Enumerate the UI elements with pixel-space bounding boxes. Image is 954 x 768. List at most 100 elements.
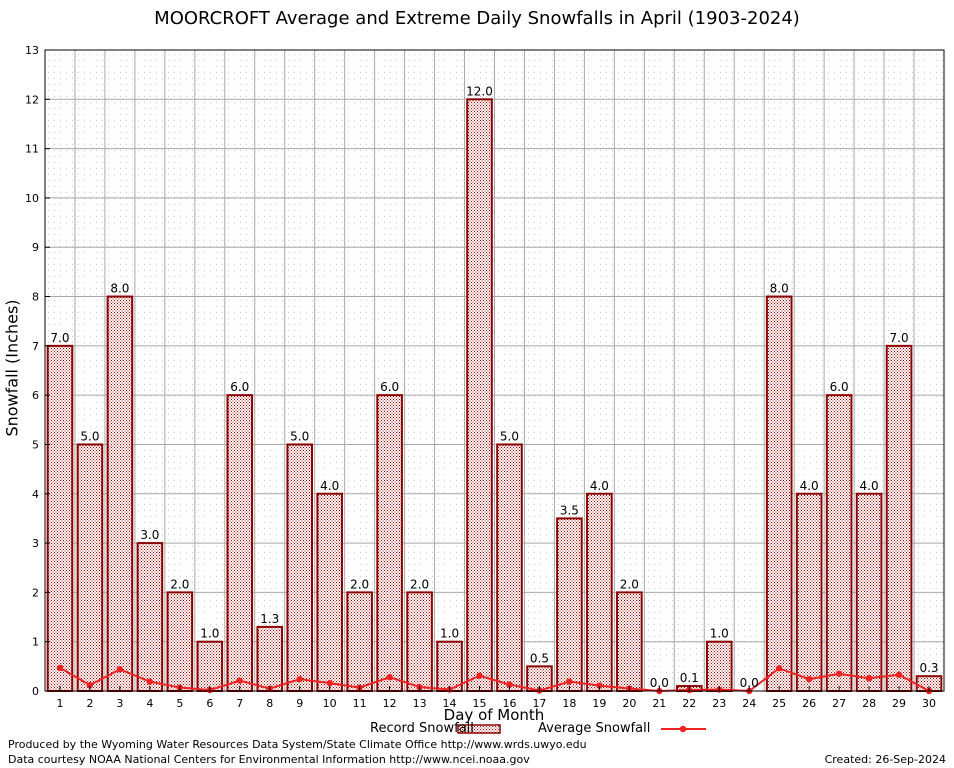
x-tick-label: 30 xyxy=(922,697,936,710)
record-bar xyxy=(76,443,104,693)
x-tick-label: 18 xyxy=(562,697,576,710)
record-bar xyxy=(376,394,403,692)
y-tick-label: 6 xyxy=(32,389,39,402)
record-bar xyxy=(106,295,134,692)
bar-value-label: 7.0 xyxy=(50,331,69,345)
x-tick-label: 1 xyxy=(56,697,63,710)
average-point xyxy=(146,678,154,685)
average-point xyxy=(86,681,94,689)
x-tick-label: 4 xyxy=(146,697,153,710)
record-bar xyxy=(586,492,613,692)
y-tick-label: 8 xyxy=(32,291,39,304)
footer-producer: Produced by the Wyoming Water Resources … xyxy=(8,738,587,751)
record-bar xyxy=(226,394,254,692)
average-point xyxy=(56,664,64,672)
y-tick-label: 5 xyxy=(32,438,39,451)
bar-value-label: 8.0 xyxy=(110,282,129,296)
x-tick-label: 21 xyxy=(652,697,666,710)
average-point xyxy=(236,677,243,684)
average-point xyxy=(895,671,903,678)
x-tick-label: 16 xyxy=(502,697,516,710)
record-bar xyxy=(406,591,433,693)
bar-value-label: 2.0 xyxy=(170,577,189,591)
record-bar xyxy=(166,591,194,693)
bar-value-label: 3.5 xyxy=(560,503,579,517)
bar-value-label: 4.0 xyxy=(860,479,879,493)
average-point xyxy=(835,670,843,677)
x-tick-label: 27 xyxy=(832,697,846,710)
bar-value-label: 5.0 xyxy=(290,429,309,443)
x-tick-label: 10 xyxy=(323,697,337,710)
x-tick-label: 2 xyxy=(86,697,93,710)
record-bar xyxy=(705,640,733,693)
record-bar xyxy=(466,98,493,693)
bar-value-label: 8.0 xyxy=(770,282,789,296)
record-bar xyxy=(346,591,373,693)
x-tick-label: 19 xyxy=(592,697,606,710)
y-tick-label: 1 xyxy=(32,636,39,649)
footer-created: Created: 26-Sep-2024 xyxy=(824,753,946,766)
y-tick-label: 11 xyxy=(25,143,39,156)
bar-value-label: 1.0 xyxy=(440,627,459,641)
bar-value-label: 5.0 xyxy=(80,429,99,443)
x-tick-label: 22 xyxy=(682,697,696,710)
x-axis-label: Day of Month xyxy=(443,706,545,724)
bar-value-label: 0.0 xyxy=(740,676,759,690)
x-tick-label: 28 xyxy=(862,697,876,710)
record-bar xyxy=(795,492,823,692)
bar-value-label: 2.0 xyxy=(350,577,369,591)
x-tick-label: 17 xyxy=(532,697,546,710)
x-tick-label: 24 xyxy=(742,697,756,710)
bar-value-label: 1.3 xyxy=(260,612,279,626)
y-tick-label: 2 xyxy=(32,586,39,599)
bar-value-label: 6.0 xyxy=(830,380,849,394)
x-tick-label: 25 xyxy=(772,697,786,710)
record-bar xyxy=(556,517,583,693)
record-bar xyxy=(436,640,463,693)
plot-frame xyxy=(44,49,945,692)
y-tick-label: 4 xyxy=(32,488,39,501)
bar-value-label: 3.0 xyxy=(140,528,159,542)
bar-value-label: 2.0 xyxy=(620,577,639,591)
record-bar xyxy=(496,443,523,693)
x-tick-label: 8 xyxy=(266,697,273,710)
record-bar xyxy=(616,591,643,693)
x-tick-label: 20 xyxy=(622,697,636,710)
average-point xyxy=(296,675,303,683)
bar-value-label: 0.5 xyxy=(530,651,549,665)
average-point xyxy=(326,679,333,687)
record-bar xyxy=(316,492,343,692)
y-tick-label: 3 xyxy=(32,537,39,550)
x-tick-label: 11 xyxy=(353,697,367,710)
bar-value-label: 7.0 xyxy=(890,331,909,345)
record-bar xyxy=(825,394,853,692)
x-tick-label: 9 xyxy=(296,697,303,710)
bar-value-label: 6.0 xyxy=(380,380,399,394)
bar-value-label: 1.0 xyxy=(200,627,219,641)
average-point xyxy=(506,681,513,688)
y-tick-label: 7 xyxy=(32,340,39,353)
y-tick-label: 0 xyxy=(32,685,39,698)
x-tick-label: 7 xyxy=(236,697,243,710)
record-bar xyxy=(46,344,74,692)
average-point xyxy=(865,674,873,682)
x-tick-label: 5 xyxy=(176,697,183,710)
x-tick-label: 6 xyxy=(206,697,213,710)
x-tick-label: 3 xyxy=(116,697,123,710)
average-point xyxy=(566,678,573,685)
x-tick-label: 29 xyxy=(892,697,906,710)
x-tick-label: 23 xyxy=(712,697,726,710)
x-tick-label: 14 xyxy=(443,697,457,710)
chart-title: MOORCROFT Average and Extreme Daily Snow… xyxy=(154,8,800,29)
average-point xyxy=(386,673,393,681)
record-bar xyxy=(885,344,913,692)
bar-value-label: 0.0 xyxy=(650,676,669,690)
record-bar xyxy=(765,295,793,692)
x-tick-label: 26 xyxy=(802,697,816,710)
x-tick-label: 15 xyxy=(473,697,487,710)
legend-average-marker xyxy=(679,725,687,733)
y-tick-label: 12 xyxy=(25,93,39,106)
record-bar xyxy=(286,443,314,693)
y-tick-label: 10 xyxy=(25,192,39,205)
